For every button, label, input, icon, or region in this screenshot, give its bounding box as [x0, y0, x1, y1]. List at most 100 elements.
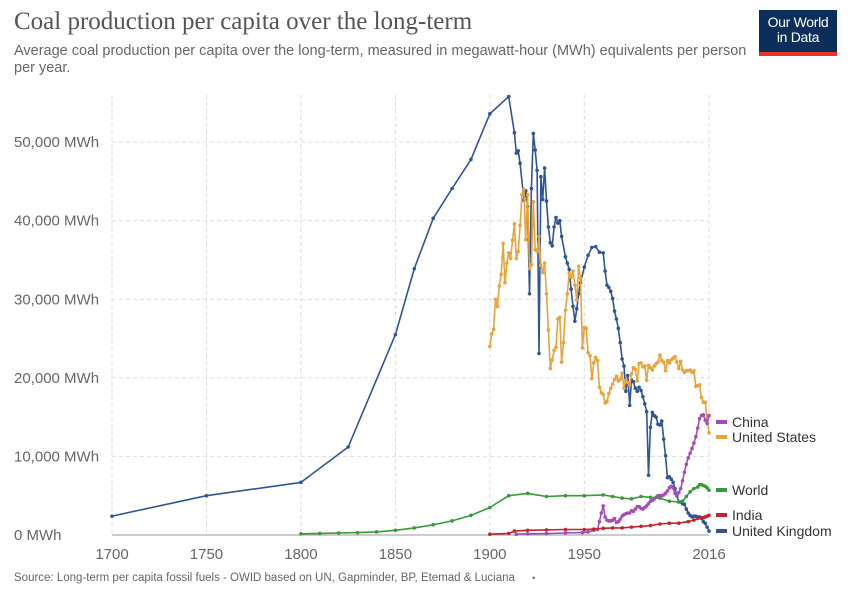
data-point-world[interactable]	[525, 491, 530, 496]
data-point-united-states[interactable]	[627, 383, 632, 387]
data-point-united-states[interactable]	[540, 270, 545, 275]
data-point-united-kingdom[interactable]	[607, 285, 611, 290]
data-point-united-states[interactable]	[610, 382, 615, 386]
series-china[interactable]	[514, 412, 711, 537]
data-point-united-kingdom[interactable]	[557, 218, 562, 223]
data-point-china[interactable]	[601, 504, 606, 508]
data-point-india[interactable]	[601, 526, 606, 531]
data-point-united-kingdom[interactable]	[533, 148, 537, 152]
data-point-united-states[interactable]	[620, 371, 624, 375]
data-point-united-states[interactable]	[633, 367, 638, 372]
data-point-united-kingdom[interactable]	[518, 161, 522, 166]
legend-item-india[interactable]: India	[716, 507, 763, 523]
data-point-china[interactable]	[697, 416, 702, 421]
data-point-china[interactable]	[682, 470, 687, 474]
data-point-india[interactable]	[639, 524, 643, 529]
data-point-china[interactable]	[693, 434, 698, 439]
data-point-united-kingdom[interactable]	[608, 289, 613, 294]
data-point-united-states[interactable]	[612, 377, 617, 382]
data-point-united-kingdom[interactable]	[659, 419, 664, 423]
data-point-united-states[interactable]	[493, 297, 498, 302]
data-point-united-kingdom[interactable]	[582, 265, 587, 269]
data-point-india[interactable]	[648, 523, 653, 528]
data-point-united-kingdom[interactable]	[574, 306, 579, 311]
data-point-india[interactable]	[686, 519, 691, 524]
data-point-united-kingdom[interactable]	[641, 394, 645, 399]
data-point-united-states[interactable]	[550, 357, 554, 362]
data-point-united-states[interactable]	[531, 200, 536, 204]
data-point-china[interactable]	[612, 516, 617, 521]
data-point-world[interactable]	[318, 531, 322, 536]
data-point-united-states[interactable]	[601, 392, 606, 397]
data-point-united-states[interactable]	[658, 353, 662, 357]
data-point-united-states[interactable]	[489, 332, 494, 336]
data-point-united-states[interactable]	[546, 328, 551, 332]
data-point-united-states[interactable]	[527, 266, 532, 271]
data-point-united-kingdom[interactable]	[620, 357, 624, 361]
data-point-world[interactable]	[680, 499, 685, 504]
data-point-china[interactable]	[707, 413, 711, 418]
data-point-united-kingdom[interactable]	[642, 401, 647, 406]
data-point-china[interactable]	[695, 426, 700, 430]
data-point-united-states[interactable]	[514, 256, 519, 261]
data-point-united-states[interactable]	[523, 237, 528, 242]
data-point-united-states[interactable]	[518, 223, 522, 228]
data-point-united-states[interactable]	[590, 376, 594, 381]
data-point-india[interactable]	[667, 521, 672, 526]
data-point-united-states[interactable]	[635, 379, 640, 383]
data-point-united-states[interactable]	[622, 386, 626, 390]
data-point-united-kingdom[interactable]	[537, 351, 541, 356]
data-point-india[interactable]	[512, 529, 517, 533]
data-point-china[interactable]	[525, 532, 530, 536]
data-point-india[interactable]	[582, 527, 587, 532]
data-point-united-states[interactable]	[561, 340, 566, 345]
data-point-world[interactable]	[412, 526, 417, 530]
data-point-united-kingdom[interactable]	[616, 326, 621, 331]
data-point-united-states[interactable]	[491, 327, 496, 331]
data-point-united-kingdom[interactable]	[548, 240, 553, 245]
data-point-united-kingdom[interactable]	[671, 480, 675, 485]
data-point-united-states[interactable]	[544, 291, 549, 296]
data-point-united-kingdom[interactable]	[531, 131, 536, 136]
data-point-united-states[interactable]	[567, 271, 571, 276]
data-point-china[interactable]	[563, 531, 568, 535]
data-point-united-states[interactable]	[588, 354, 592, 358]
data-point-china[interactable]	[678, 486, 683, 491]
data-point-china[interactable]	[703, 418, 708, 423]
data-point-world[interactable]	[469, 513, 473, 518]
data-point-united-kingdom[interactable]	[563, 255, 568, 259]
data-point-united-kingdom[interactable]	[110, 514, 114, 518]
data-point-india[interactable]	[525, 528, 530, 533]
data-point-united-states[interactable]	[591, 361, 596, 365]
data-point-united-states[interactable]	[678, 359, 683, 364]
data-point-united-kingdom[interactable]	[654, 415, 658, 419]
data-point-united-kingdom[interactable]	[559, 234, 564, 239]
data-point-united-states[interactable]	[642, 364, 647, 368]
data-point-united-kingdom[interactable]	[512, 130, 517, 135]
data-point-united-kingdom[interactable]	[707, 529, 711, 533]
data-point-united-states[interactable]	[503, 280, 507, 285]
data-point-united-kingdom[interactable]	[554, 215, 558, 220]
data-point-united-states[interactable]	[697, 383, 702, 387]
data-point-united-states[interactable]	[525, 192, 530, 197]
data-point-united-kingdom[interactable]	[639, 388, 643, 393]
data-point-united-kingdom[interactable]	[597, 250, 602, 254]
data-point-united-kingdom[interactable]	[204, 493, 209, 498]
data-point-united-kingdom[interactable]	[469, 157, 473, 162]
data-point-united-kingdom[interactable]	[542, 166, 547, 170]
data-point-united-states[interactable]	[663, 368, 668, 373]
data-point-china[interactable]	[599, 511, 604, 515]
data-point-united-states[interactable]	[650, 368, 655, 372]
data-point-united-states[interactable]	[497, 284, 502, 288]
data-point-united-states[interactable]	[559, 360, 564, 364]
data-point-united-kingdom[interactable]	[682, 502, 687, 507]
data-point-united-kingdom[interactable]	[593, 244, 598, 249]
data-point-united-states[interactable]	[488, 344, 492, 349]
data-point-united-kingdom[interactable]	[624, 389, 628, 394]
data-point-united-kingdom[interactable]	[529, 186, 534, 191]
data-point-united-states[interactable]	[505, 261, 509, 265]
data-point-china[interactable]	[701, 412, 706, 417]
data-point-united-kingdom[interactable]	[644, 409, 649, 414]
data-point-united-states[interactable]	[656, 360, 660, 364]
data-point-world[interactable]	[544, 494, 549, 499]
